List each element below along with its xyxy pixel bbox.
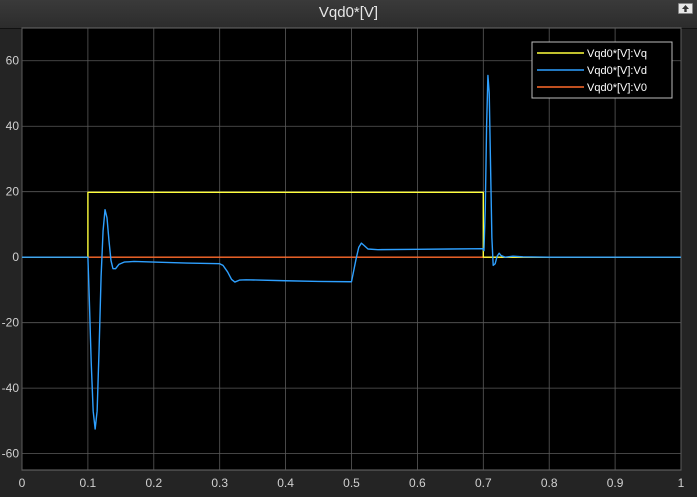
legend-entry: Vqd0*[V]:Vd	[587, 65, 647, 77]
restore-button[interactable]	[678, 3, 693, 14]
y-tick-label: 60	[6, 54, 20, 68]
window-title: Vqd0*[V]	[318, 4, 379, 21]
legend[interactable]: Vqd0*[V]:Vq Vqd0*[V]:Vd Vqd0*[V]:V0	[531, 41, 673, 99]
y-tick-label: -40	[2, 381, 20, 395]
x-tick-label: 0.2	[145, 476, 162, 490]
x-tick-label: 0.3	[211, 476, 228, 490]
series-layer	[22, 74, 681, 430]
y-tick-label: -60	[2, 447, 20, 461]
x-tick-label: 0	[19, 476, 26, 490]
legend-entry: Vqd0*[V]:Vq	[587, 48, 647, 60]
x-tick-label: 0.8	[541, 476, 558, 490]
series-line-vd	[22, 74, 681, 430]
x-tick-label: 0.5	[343, 476, 360, 490]
x-axis-ticks: 0 0.1 0.2 0.3 0.4 0.5 0.6 0.7 0.8 0.9 1	[19, 476, 685, 490]
x-tick-label: 1	[678, 476, 685, 490]
x-tick-label: 0.9	[607, 476, 624, 490]
restore-arrow-icon	[682, 5, 689, 12]
y-tick-label: 20	[6, 185, 20, 199]
x-tick-label: 0.6	[409, 476, 426, 490]
x-tick-label: 0.7	[475, 476, 492, 490]
legend-entry: Vqd0*[V]:V0	[587, 82, 647, 94]
y-tick-label: 40	[6, 119, 20, 133]
x-tick-label: 0.4	[277, 476, 294, 490]
y-tick-label: 0	[12, 250, 19, 264]
y-tick-label: -20	[2, 316, 20, 330]
x-tick-label: 0.1	[80, 476, 97, 490]
y-axis-ticks: -60 -40 -20 0 20 40 60	[2, 54, 20, 461]
